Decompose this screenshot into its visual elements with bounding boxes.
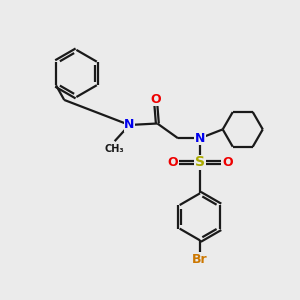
Text: S: S	[195, 155, 205, 170]
Text: O: O	[151, 93, 161, 106]
Text: N: N	[124, 118, 135, 131]
Text: O: O	[167, 156, 178, 169]
Text: N: N	[195, 132, 205, 145]
Text: CH₃: CH₃	[105, 143, 124, 154]
Text: Br: Br	[192, 253, 208, 266]
Text: O: O	[222, 156, 233, 169]
